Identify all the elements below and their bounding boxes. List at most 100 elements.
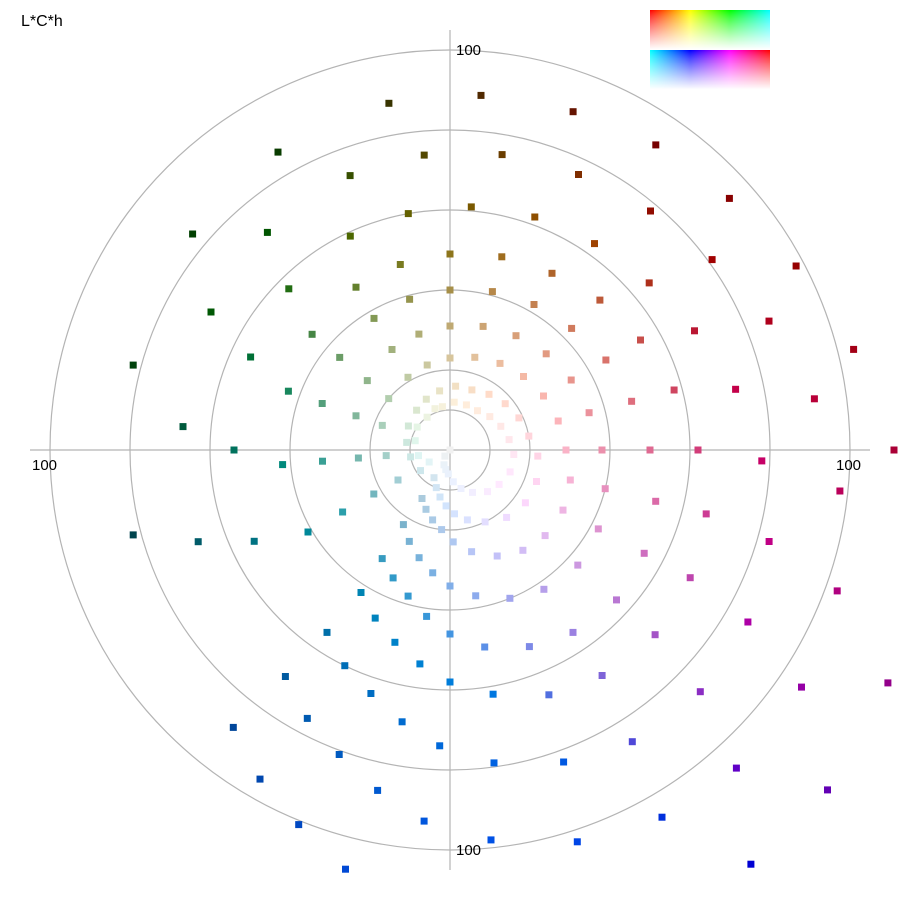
- data-point: [444, 470, 452, 478]
- data-point: [533, 478, 540, 485]
- data-point: [566, 476, 574, 484]
- data-point: [417, 467, 424, 475]
- data-point: [545, 691, 553, 699]
- data-point: [850, 345, 858, 353]
- data-point: [512, 332, 520, 340]
- data-point: [467, 203, 475, 211]
- data-point: [628, 738, 636, 746]
- data-point: [462, 401, 470, 409]
- data-point: [548, 269, 556, 277]
- data-point: [591, 240, 598, 248]
- data-point: [346, 232, 354, 240]
- grid-ring: [49, 49, 851, 851]
- data-point: [515, 414, 523, 422]
- data-point: [415, 554, 423, 562]
- data-point: [525, 432, 533, 440]
- data-point: [295, 821, 303, 829]
- data-point: [129, 531, 137, 539]
- data-point: [505, 436, 513, 444]
- data-point: [484, 488, 491, 496]
- data-point: [506, 468, 514, 476]
- data-point: [429, 516, 437, 524]
- data-point: [481, 643, 489, 651]
- data-point: [354, 454, 362, 462]
- data-point: [274, 148, 282, 156]
- data-point: [415, 452, 422, 460]
- data-point: [418, 495, 426, 502]
- data-point: [450, 398, 458, 406]
- grid-ring: [369, 369, 531, 531]
- data-point: [189, 230, 197, 238]
- data-point: [468, 386, 476, 394]
- data-point: [554, 417, 562, 425]
- data-point: [496, 359, 504, 367]
- data-point: [472, 592, 480, 600]
- data-point: [446, 250, 454, 258]
- data-point: [404, 373, 412, 381]
- data-point: [323, 628, 331, 636]
- data-point: [510, 451, 518, 458]
- data-point: [758, 457, 766, 465]
- data-point: [493, 552, 501, 560]
- data-point: [281, 673, 289, 680]
- data-point: [404, 210, 412, 218]
- data-point: [765, 538, 773, 545]
- data-point: [541, 532, 549, 540]
- data-point: [598, 672, 606, 679]
- data-point: [540, 392, 547, 400]
- data-point: [406, 295, 414, 303]
- data-point: [485, 390, 493, 398]
- data-point: [890, 446, 898, 454]
- data-point: [525, 643, 533, 651]
- data-point: [404, 422, 412, 430]
- data-point: [449, 538, 457, 546]
- data-point: [420, 817, 428, 825]
- data-point: [399, 521, 407, 529]
- data-point: [420, 151, 428, 159]
- data-point: [569, 628, 577, 636]
- data-point: [640, 549, 648, 557]
- data-point: [441, 452, 449, 460]
- data-point: [446, 678, 454, 686]
- data-point: [247, 353, 255, 361]
- data-point: [407, 453, 415, 461]
- data-point: [647, 207, 654, 215]
- data-point: [285, 285, 293, 293]
- data-point: [481, 518, 489, 526]
- data-point: [396, 261, 404, 268]
- chart-title: L*C*h: [21, 13, 63, 30]
- data-point: [498, 151, 506, 159]
- data-point: [457, 485, 465, 492]
- data-point: [573, 838, 581, 846]
- color-legend-top: [650, 10, 770, 50]
- data-point: [279, 461, 287, 469]
- axis-label-bottom: 100: [456, 842, 481, 859]
- data-point: [497, 422, 505, 430]
- data-point: [442, 502, 450, 510]
- data-point: [694, 446, 702, 454]
- data-point: [486, 413, 494, 421]
- data-point: [884, 679, 892, 687]
- data-point: [129, 361, 137, 369]
- data-point: [370, 490, 378, 498]
- data-point: [463, 516, 471, 524]
- data-point: [530, 301, 538, 308]
- data-point: [370, 314, 378, 322]
- axis-label-top: 100: [456, 42, 481, 59]
- data-point: [423, 361, 431, 369]
- data-point: [179, 423, 187, 431]
- data-point: [560, 758, 568, 766]
- data-point: [388, 346, 396, 353]
- data-point: [341, 662, 349, 670]
- data-point: [495, 480, 503, 488]
- data-point: [284, 387, 292, 395]
- data-point: [385, 99, 393, 107]
- data-point: [708, 256, 716, 264]
- data-point: [346, 172, 354, 180]
- data-point: [430, 474, 438, 482]
- data-point: [452, 382, 460, 390]
- data-point: [363, 377, 371, 385]
- data-point: [651, 631, 659, 639]
- data-point: [438, 526, 446, 534]
